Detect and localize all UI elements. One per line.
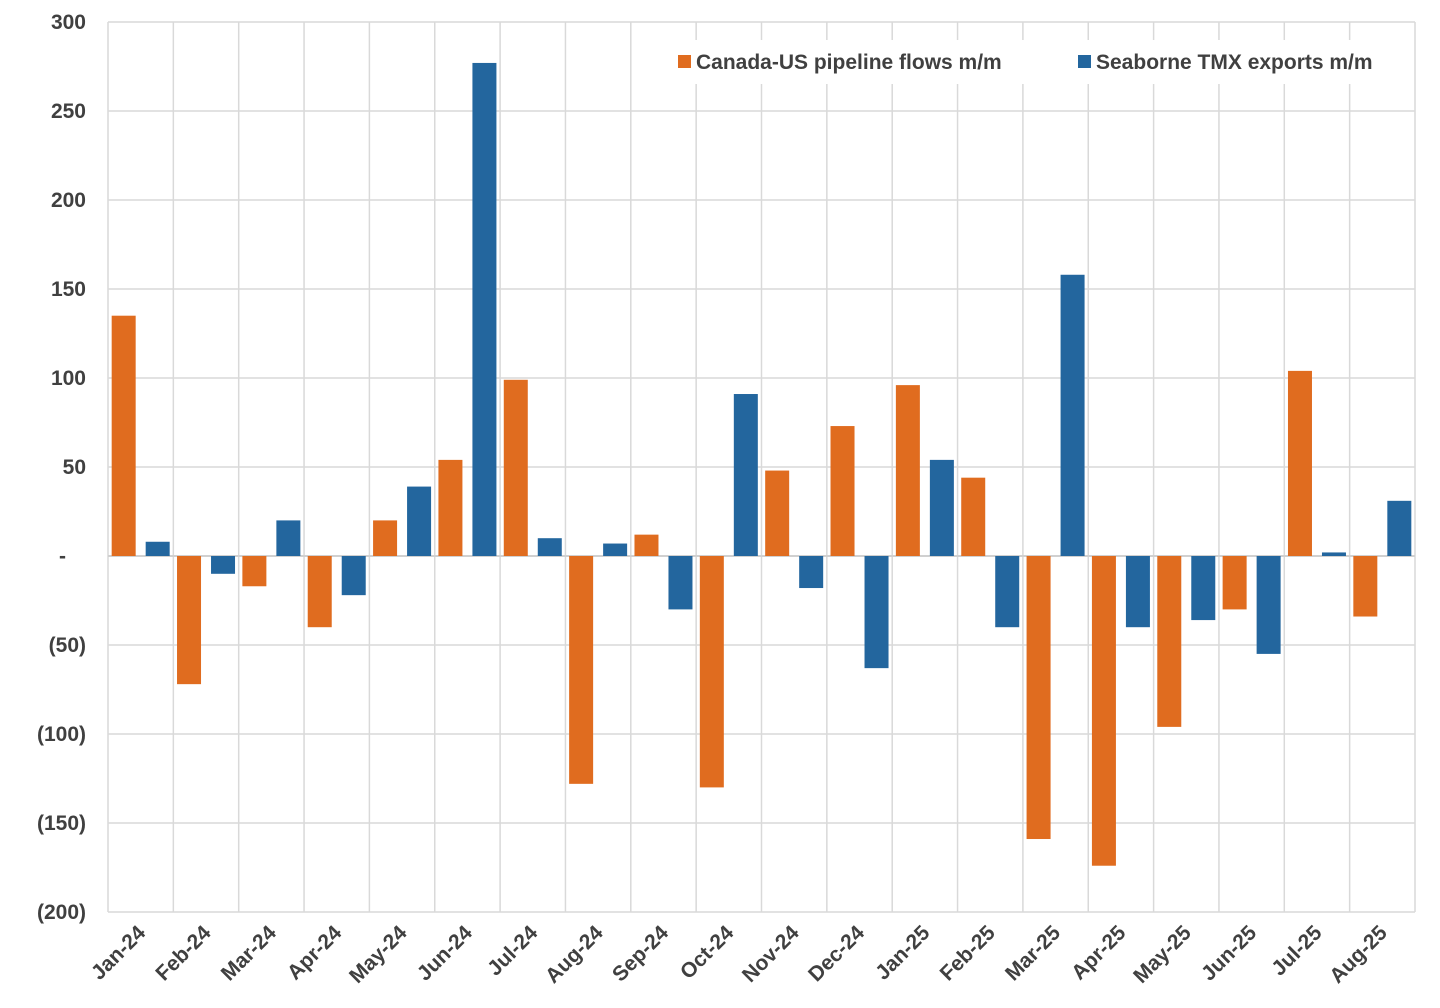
bar-tmx-Apr-25 — [1125, 556, 1150, 628]
bar-tmx-Mar-25 — [1060, 274, 1085, 556]
legend-label: Canada-US pipeline flows m/m — [696, 51, 1002, 74]
y-tick-label: 50 — [63, 456, 86, 479]
bar-pipeline-Aug-25 — [1353, 556, 1378, 617]
y-tick-label: (50) — [49, 634, 86, 657]
bar-tmx-Apr-24 — [341, 556, 366, 596]
bar-tmx-Jul-24 — [537, 538, 562, 556]
y-tick-label: 250 — [51, 100, 86, 123]
bar-pipeline-Jul-25 — [1287, 370, 1312, 556]
y-tick-label: 200 — [51, 189, 86, 212]
bar-tmx-Jan-25 — [929, 459, 954, 556]
bar-pipeline-Dec-24 — [830, 426, 855, 556]
bar-pipeline-Feb-25 — [961, 477, 986, 556]
bar-pipeline-May-24 — [373, 520, 398, 556]
bar-pipeline-Jul-24 — [503, 379, 528, 556]
legend-background — [668, 40, 1404, 84]
legend-label: Seaborne TMX exports m/m — [1096, 51, 1373, 74]
bar-pipeline-Nov-24 — [765, 470, 790, 556]
y-tick-label: 150 — [51, 278, 86, 301]
bar-pipeline-Jun-24 — [438, 459, 463, 556]
bar-pipeline-Apr-24 — [307, 556, 332, 628]
gridlines — [107, 21, 1416, 913]
bar-tmx-Sep-24 — [668, 556, 693, 610]
bar-tmx-Jun-24 — [472, 62, 497, 556]
bar-tmx-Jun-25 — [1256, 556, 1281, 654]
y-tick-label: (200) — [37, 901, 86, 924]
bar-pipeline-Jan-24 — [111, 315, 136, 556]
bar-tmx-May-25 — [1191, 556, 1216, 621]
y-tick-label: - — [59, 545, 66, 568]
bar-tmx-Nov-24 — [799, 556, 824, 589]
bar-pipeline-Aug-24 — [569, 556, 594, 784]
bar-tmx-Mar-24 — [276, 520, 301, 556]
legend: Canada-US pipeline flows m/m Seaborne TMX… — [668, 40, 1404, 84]
y-tick-label: 100 — [51, 367, 86, 390]
bar-tmx-Aug-25 — [1387, 500, 1412, 556]
bar-pipeline-Sep-24 — [634, 534, 659, 556]
bar-pipeline-Jan-25 — [895, 385, 920, 556]
legend-swatch — [1078, 55, 1091, 68]
legend-swatch — [678, 55, 691, 68]
bar-tmx-Feb-24 — [211, 556, 236, 574]
y-axis-ticks: 300 250 200 150 100 50 - (50) (100) (150) (200) — [37, 11, 86, 924]
y-tick-label: 300 — [51, 11, 86, 34]
bar-tmx-Oct-24 — [733, 394, 758, 556]
bar-tmx-Feb-25 — [995, 556, 1020, 628]
bar-tmx-Aug-24 — [603, 543, 628, 556]
bar-pipeline-Apr-25 — [1091, 556, 1116, 866]
bar-pipeline-Feb-24 — [177, 556, 202, 685]
y-tick-label: (100) — [37, 723, 86, 746]
bars — [111, 62, 1412, 866]
bar-pipeline-Oct-24 — [699, 556, 724, 788]
bar-pipeline-Mar-25 — [1026, 556, 1051, 840]
bar-tmx-Dec-24 — [864, 556, 889, 669]
bar-tmx-Jan-24 — [145, 541, 170, 556]
bar-tmx-May-24 — [407, 486, 432, 556]
y-tick-label: (150) — [37, 812, 86, 835]
bar-tmx-Jul-25 — [1321, 552, 1346, 556]
bar-pipeline-Jun-25 — [1222, 556, 1247, 610]
bar-pipeline-Mar-24 — [242, 556, 267, 587]
bar-pipeline-May-25 — [1157, 556, 1182, 727]
